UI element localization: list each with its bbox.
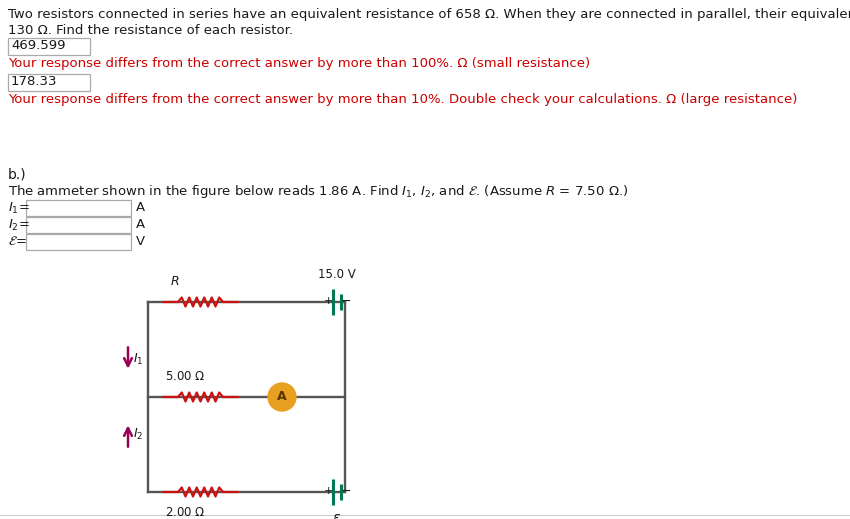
Bar	[26, 234, 131, 250]
Text: 130 Ω. Find the resistance of each resistor.: 130 Ω. Find the resistance of each resis…	[8, 24, 293, 37]
Text: 5.00 $\Omega$: 5.00 $\Omega$	[165, 370, 206, 383]
Text: The ammeter shown in the figure below reads 1.86 A. Find $I_1$, $I_2$, and $\mat: The ammeter shown in the figure below re…	[8, 183, 628, 200]
Bar	[8, 74, 90, 91]
Text: A: A	[136, 201, 145, 214]
Text: Your response differs from the correct answer by more than 100%. Ω (small resist: Your response differs from the correct a…	[8, 57, 590, 70]
Text: $\varepsilon$: $\varepsilon$	[332, 511, 342, 519]
Text: 178.33: 178.33	[11, 75, 58, 88]
Text: +: +	[323, 486, 332, 496]
Text: 2.00 $\Omega$: 2.00 $\Omega$	[165, 506, 206, 519]
Text: A: A	[277, 390, 286, 403]
Bar	[26, 217, 131, 233]
Text: $I_2$=: $I_2$=	[8, 218, 30, 233]
Text: b.): b.)	[8, 168, 26, 182]
Bar	[8, 38, 90, 55]
Circle shape	[268, 383, 296, 411]
Text: −: −	[341, 294, 351, 307]
Text: V: V	[136, 235, 145, 248]
Bar	[26, 200, 131, 216]
Text: 15.0 V: 15.0 V	[318, 268, 356, 281]
Text: R: R	[171, 275, 179, 288]
Text: $I_1$=: $I_1$=	[8, 201, 30, 216]
Text: $I_2$: $I_2$	[133, 427, 144, 442]
Text: Your response differs from the correct answer by more than 10%. Double check you: Your response differs from the correct a…	[8, 93, 797, 106]
Text: 469.599: 469.599	[11, 39, 65, 52]
Text: A: A	[136, 218, 145, 231]
Text: −: −	[341, 485, 351, 498]
Text: Two resistors connected in series have an equivalent resistance of 658 Ω. When t: Two resistors connected in series have a…	[8, 8, 850, 21]
Text: +: +	[323, 296, 332, 306]
Text: $I_1$: $I_1$	[133, 352, 144, 367]
Text: $\mathcal{E}$=: $\mathcal{E}$=	[8, 235, 27, 248]
